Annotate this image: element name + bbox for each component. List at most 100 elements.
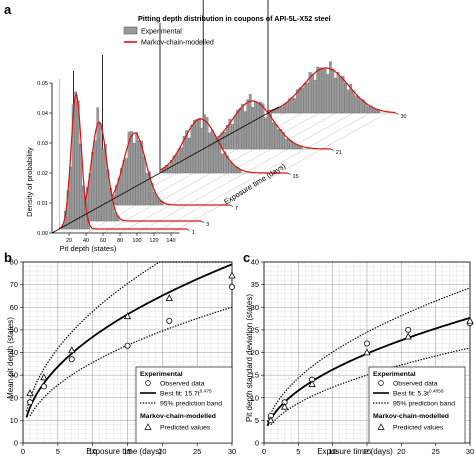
y-tick-label: 35 (251, 280, 259, 289)
histogram-bar (148, 171, 151, 206)
histogram-bar (303, 83, 307, 114)
histogram-bar (259, 101, 262, 150)
panel-b-observed-point (68, 356, 75, 363)
panel-c-y-axis-label: Pit depth standard deviation (states) (245, 294, 254, 422)
histogram-bar (223, 151, 227, 174)
panel-b-predicted-point (165, 294, 173, 301)
x-tick-label: 15 (123, 447, 131, 456)
histogram-bar (122, 159, 126, 206)
panel-label-b: b (4, 250, 12, 265)
x-tick-label: 100 (132, 238, 141, 244)
x-tick-label: 10 (328, 447, 336, 456)
panel-a-y-axis-label: Density of probability (25, 147, 34, 217)
histogram-bar (221, 153, 224, 174)
z-axis-line (51, 106, 279, 234)
histogram-bar (243, 111, 247, 150)
histogram-bar (135, 132, 139, 206)
panel-b-observed-point (40, 383, 47, 390)
x-tick-label: 40 (83, 238, 89, 244)
histogram-bar (125, 158, 128, 206)
histogram-bar (233, 166, 237, 174)
y-tick-label: 15 (251, 371, 259, 380)
panel-label-a: a (4, 2, 12, 17)
y-tick-label: 0.00 (37, 231, 48, 237)
y-tick-label: 20 (251, 348, 259, 357)
panel-a-x-axis-label: Pit depth (states) (60, 244, 117, 253)
legend-c-band-label: 95% prediction band (393, 401, 455, 408)
model-curve-day-1 (58, 92, 187, 230)
y-tick-label: 30 (251, 303, 259, 312)
panel-b-observed-point (166, 317, 173, 324)
histogram-bar (274, 123, 278, 150)
panel-a-histograms (58, 61, 396, 230)
histogram-bar (140, 140, 144, 206)
histogram-day-7 (102, 131, 230, 206)
z-tick (330, 148, 334, 151)
histogram-bar (205, 117, 209, 174)
panel-a-title: Pitting depth distribution in coupons of… (138, 14, 331, 23)
panel-b-predicted-point (68, 346, 76, 354)
histogram-bar (295, 89, 299, 114)
legend-c-experimental-heading: Experimental (373, 371, 416, 378)
histogram-bar (336, 72, 340, 114)
histogram-bar (280, 106, 284, 114)
panel-c-pit-depth-sd: 0 5 10 15 20 25 30 0 5 10 15 20 25 30 35 40 Pit depth s… (245, 258, 474, 456)
x-tick-label: 30 (466, 447, 474, 456)
histogram-bar (74, 91, 77, 230)
model-curve-day-3 (73, 121, 202, 222)
histogram-bar (297, 145, 301, 150)
legend-c-model-heading: Markov-chain-modelled (373, 413, 449, 420)
panel-b-y-axis-label: Mean pit depth (states) (6, 317, 15, 399)
histogram-bar (329, 61, 332, 114)
histogram-bar (203, 114, 206, 174)
histogram-bar (96, 107, 100, 222)
y-tick-label: 30 (10, 371, 18, 380)
panel-b-band-upper (25, 261, 232, 412)
histogram-bar (104, 144, 107, 222)
histogram-bar (93, 140, 97, 222)
panel-c-observed-point (363, 340, 370, 347)
y-tick-label: 0.05 (37, 81, 48, 87)
legend-c-box (368, 366, 466, 444)
histogram-bar (226, 155, 229, 174)
z-tick (395, 112, 399, 115)
panel-b-observed-point (26, 399, 33, 406)
model-curve-day-15 (159, 118, 288, 174)
legend-b-box (135, 366, 233, 444)
y-tick-label: 20 (10, 393, 18, 402)
panel-c-observed-point (405, 326, 412, 333)
z-tick (229, 204, 234, 207)
histogram-bar (277, 129, 280, 150)
histogram-bar (316, 66, 319, 114)
histogram-bar (248, 94, 252, 150)
y-tick-label: 80 (10, 258, 18, 267)
histogram-bar (344, 83, 347, 114)
legend-a-experimental-label: Experimental (141, 29, 182, 36)
x-tick-label: 60 (100, 238, 106, 244)
histogram-bar (313, 79, 317, 114)
y-tick-label: 10 (251, 393, 259, 402)
panel-b-legend: Experimental Observed data Best fit: 15.… (135, 366, 233, 444)
histogram-bar (282, 132, 285, 150)
histogram-bar (318, 67, 322, 114)
histogram-bar (271, 122, 275, 150)
legend-b-model-heading: Markov-chain-modelled (140, 413, 216, 420)
panel-c-predicted-point (267, 416, 275, 424)
histogram-bar (130, 131, 133, 206)
histogram-bar (223, 131, 227, 150)
histogram-bar (251, 107, 255, 150)
panel-b-predicted-point (123, 312, 132, 320)
panel-b-predicted-point (26, 389, 34, 397)
panel-b-plot: 0 5 10 15 20 25 30 0 10 20 30 40 50 60 70 80 (10, 258, 237, 456)
z-tick (186, 228, 190, 231)
legend-b-predicted-label: Predicted values (160, 425, 211, 432)
panel-label-c: c (243, 250, 250, 265)
histogram-bar (233, 115, 237, 150)
x-tick-label: 120 (149, 238, 158, 244)
legend-b-experimental-heading: Experimental (140, 371, 183, 378)
y-tick-label: 70 (10, 280, 18, 289)
histogram-bar (195, 119, 199, 174)
x-tick-label: 20 (397, 447, 405, 456)
y-tick-label: 50 (10, 325, 18, 334)
panel-b-observed-point (228, 283, 235, 290)
